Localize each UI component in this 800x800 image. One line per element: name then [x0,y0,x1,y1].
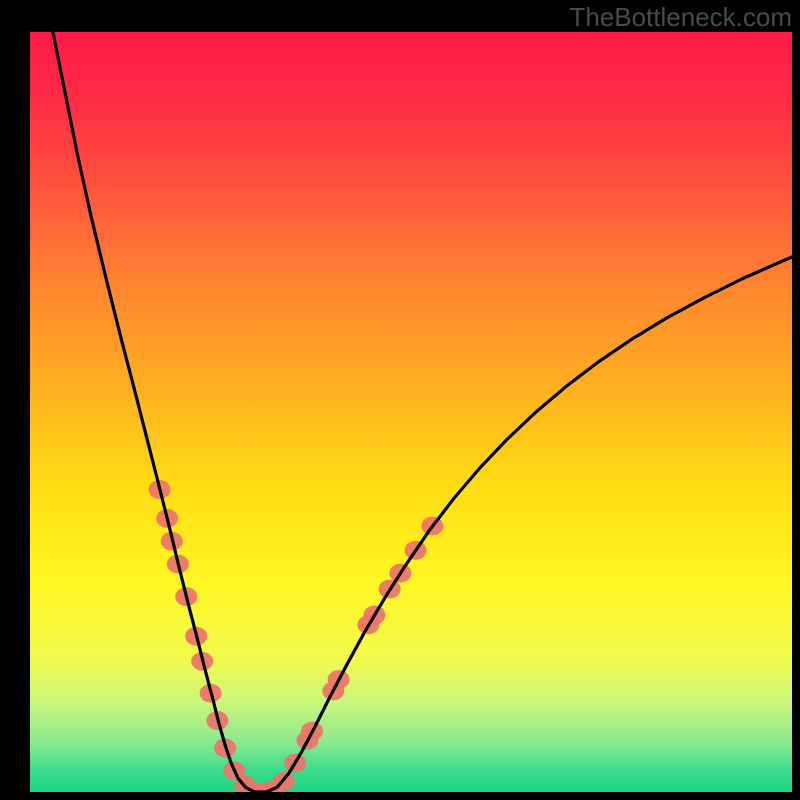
watermark-text: TheBottleneck.com [569,2,792,33]
plot-background [30,32,792,792]
chart-stage: TheBottleneck.com [0,0,800,800]
bottleneck-curve-chart [30,32,792,792]
plot-area [30,32,792,792]
